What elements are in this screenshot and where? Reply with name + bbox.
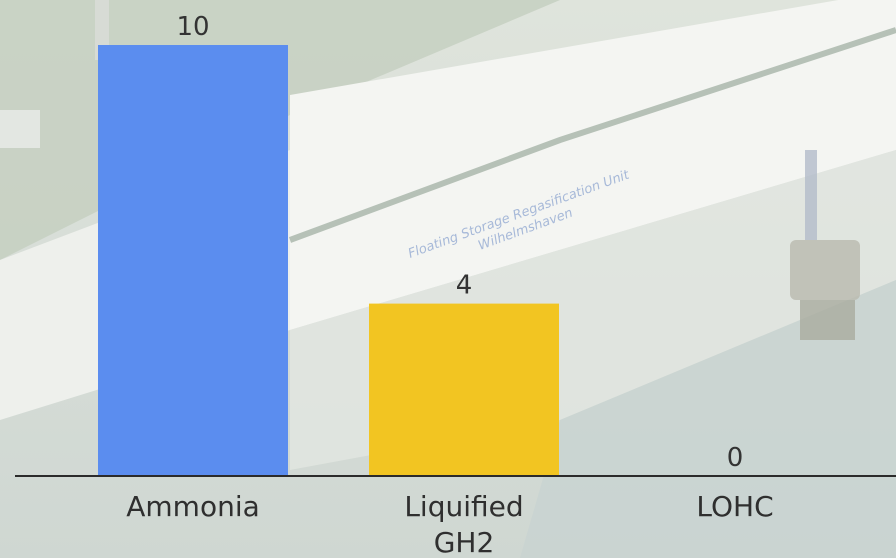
value-label-liquified-gh2: 4 bbox=[456, 271, 473, 301]
category-label-lohc-line1: LOHC bbox=[696, 490, 773, 523]
bar-liquified-gh2 bbox=[369, 303, 559, 476]
category-label-liquified-gh2-line2: GH2 bbox=[434, 526, 495, 558]
bars-group bbox=[98, 45, 559, 476]
category-label-liquified-gh2-line1: Liquified bbox=[404, 490, 523, 523]
category-label-ammonia-line1: Ammonia bbox=[126, 490, 260, 523]
value-labels-group: 10 4 0 bbox=[176, 12, 743, 473]
bar-ammonia bbox=[98, 45, 288, 476]
value-label-lohc: 0 bbox=[727, 443, 744, 473]
value-label-ammonia: 10 bbox=[176, 12, 209, 42]
